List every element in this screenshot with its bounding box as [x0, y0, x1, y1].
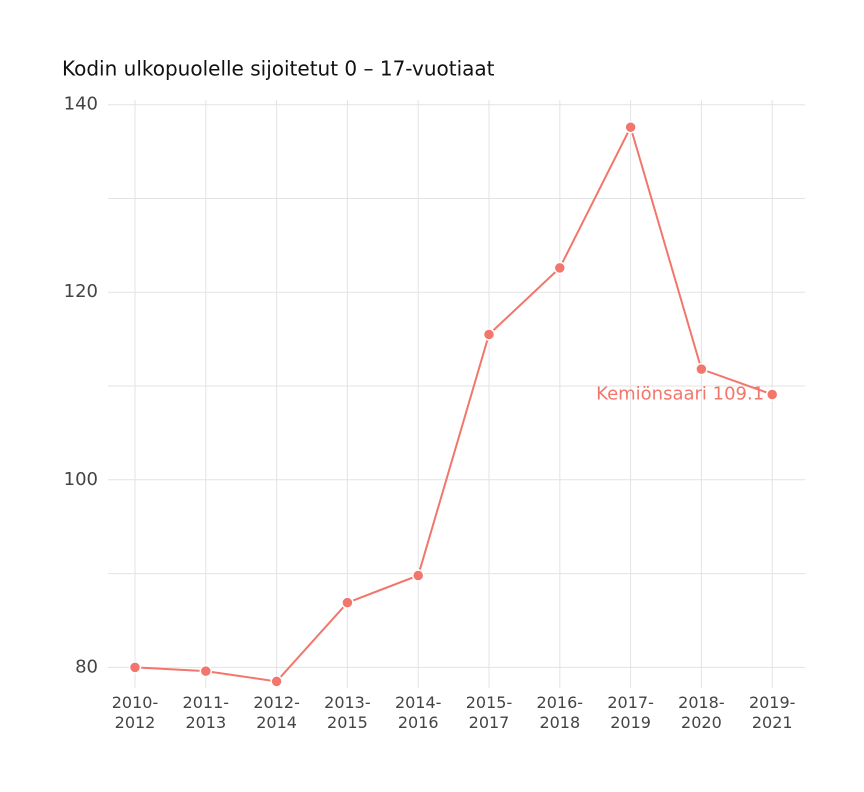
x-tick-label: 2012-2014 — [253, 693, 300, 732]
line — [134, 124, 773, 683]
point — [482, 328, 496, 341]
annotation: Kemiönsaari 109.1 — [596, 383, 764, 404]
point — [624, 120, 637, 134]
point — [341, 596, 354, 609]
x-tick-label: 2011-2013 — [182, 693, 230, 732]
x-tick-label: 2017-2019 — [607, 693, 654, 732]
point — [411, 569, 425, 582]
x-tick-label: 2018-2020 — [678, 693, 725, 732]
y-tick-label: 80 — [75, 656, 98, 677]
x-tick-label: 2016-2018 — [536, 693, 584, 732]
x-tick-label: 2013-2015 — [324, 693, 371, 732]
x-tick-label: 2015-2017 — [465, 693, 513, 732]
point — [765, 388, 779, 401]
x-tick-label: 2010-2012 — [111, 693, 159, 732]
chart-title: Kodin ulkopuolelle sijoitetut 0 – 17-vuo… — [62, 57, 495, 81]
y-tick-label: 140 — [64, 94, 98, 115]
point — [553, 261, 567, 275]
point — [128, 661, 142, 674]
x-tick-label: 2019-2021 — [748, 693, 796, 732]
x-tick-label: 2014-2016 — [394, 693, 442, 732]
y-tick-label: 120 — [64, 281, 98, 302]
point — [199, 664, 213, 678]
point — [270, 675, 283, 688]
point — [695, 362, 708, 376]
y-tick-label: 100 — [64, 469, 98, 490]
